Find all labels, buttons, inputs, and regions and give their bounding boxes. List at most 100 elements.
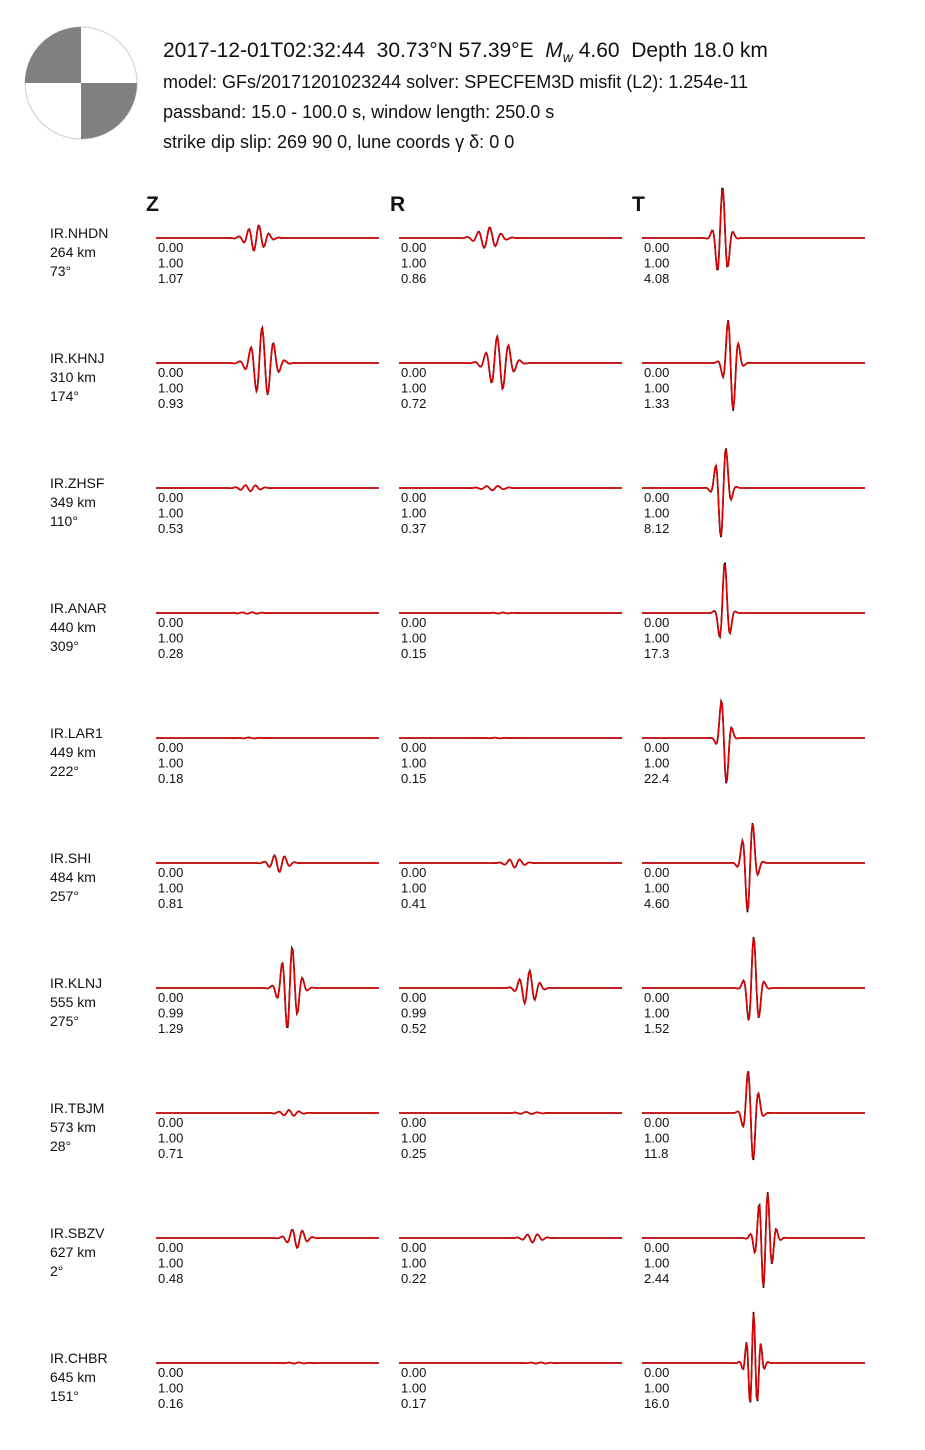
trace-value-label: 0.00 bbox=[158, 615, 183, 630]
trace-value-label: 1.00 bbox=[158, 381, 183, 396]
station-name: IR.ZHSF bbox=[50, 475, 104, 491]
synthetic-trace-r bbox=[399, 227, 622, 249]
station-azimuth: 174° bbox=[50, 388, 79, 404]
synthetic-trace-t bbox=[642, 1193, 865, 1287]
synthetic-trace-z bbox=[156, 326, 379, 395]
trace-value-label: 1.00 bbox=[644, 881, 669, 896]
station-distance: 555 km bbox=[50, 994, 96, 1010]
trace-value-label: 0.22 bbox=[401, 1271, 426, 1286]
trace-value-label: 0.00 bbox=[158, 490, 183, 505]
station-name: IR.SHI bbox=[50, 850, 91, 866]
trace-value-label: 0.00 bbox=[401, 865, 426, 880]
trace-value-label: 8.12 bbox=[644, 521, 669, 536]
station-name: IR.LAR1 bbox=[50, 725, 103, 741]
synthetic-trace-t bbox=[642, 563, 865, 639]
station-name: IR.SBZV bbox=[50, 1225, 105, 1241]
trace-value-label: 0.99 bbox=[158, 1006, 183, 1021]
station-azimuth: 275° bbox=[50, 1013, 79, 1029]
synthetic-trace-r bbox=[399, 858, 622, 869]
observed-trace-t bbox=[642, 698, 865, 784]
trace-value-label: 0.00 bbox=[401, 1115, 426, 1130]
station-name: IR.ANAR bbox=[50, 600, 107, 616]
synthetic-trace-z bbox=[156, 854, 379, 874]
trace-value-label: 1.29 bbox=[158, 1021, 183, 1036]
station-azimuth: 309° bbox=[50, 638, 79, 654]
trace-value-label: 0.00 bbox=[401, 1240, 426, 1255]
observed-trace-t bbox=[642, 187, 865, 271]
trace-value-label: 0.00 bbox=[401, 740, 426, 755]
trace-value-label: 0.00 bbox=[401, 990, 426, 1005]
trace-value-label: 0.00 bbox=[158, 1240, 183, 1255]
observed-trace-t bbox=[642, 448, 865, 538]
station-distance: 310 km bbox=[50, 369, 96, 385]
trace-value-label: 0.00 bbox=[644, 365, 669, 380]
trace-value-label: 0.15 bbox=[401, 646, 426, 661]
trace-value-label: 0.99 bbox=[401, 1006, 426, 1021]
trace-value-label: 1.00 bbox=[401, 256, 426, 271]
station-distance: 484 km bbox=[50, 869, 96, 885]
trace-value-label: 1.00 bbox=[401, 506, 426, 521]
trace-value-label: 11.8 bbox=[644, 1146, 668, 1161]
trace-value-label: 0.00 bbox=[158, 740, 183, 755]
magnitude-subscript: w bbox=[562, 49, 573, 66]
station-distance: 349 km bbox=[50, 494, 96, 510]
trace-value-label: 0.00 bbox=[401, 1365, 426, 1380]
synthetic-trace-r bbox=[399, 1111, 622, 1115]
station-azimuth: 73° bbox=[50, 263, 71, 279]
trace-value-label: 1.52 bbox=[644, 1021, 669, 1036]
trace-value-label: 0.48 bbox=[158, 1271, 183, 1286]
trace-value-label: 1.00 bbox=[644, 1131, 669, 1146]
trace-value-label: 0.00 bbox=[644, 1240, 669, 1255]
synthetic-trace-r bbox=[399, 1361, 622, 1365]
trace-value-label: 0.00 bbox=[644, 240, 669, 255]
magnitude-symbol: M bbox=[545, 39, 563, 62]
trace-value-label: 0.37 bbox=[401, 521, 426, 536]
synthetic-trace-z bbox=[156, 736, 379, 740]
trace-value-label: 0.00 bbox=[644, 865, 669, 880]
trace-value-label: 1.00 bbox=[401, 381, 426, 396]
synthetic-trace-z bbox=[156, 611, 379, 615]
trace-value-label: 0.16 bbox=[158, 1396, 183, 1411]
trace-value-label: 0.00 bbox=[644, 990, 669, 1005]
component-label-r: R bbox=[390, 193, 406, 216]
trace-value-label: 0.15 bbox=[401, 771, 426, 786]
beachball-diagram bbox=[24, 26, 138, 140]
trace-value-label: 1.00 bbox=[401, 1381, 426, 1396]
event-location: 30.73°N 57.39°E bbox=[376, 39, 534, 62]
event-title: 2017-12-01T02:32:44 30.73°N 57.39°E Mw 4… bbox=[163, 39, 768, 65]
trace-value-label: 0.25 bbox=[401, 1146, 426, 1161]
station-azimuth: 257° bbox=[50, 888, 79, 904]
synthetic-trace-z bbox=[156, 1109, 379, 1117]
trace-value-label: 1.00 bbox=[644, 506, 669, 521]
trace-value-label: 1.33 bbox=[644, 396, 669, 411]
observed-trace-t bbox=[642, 1071, 865, 1161]
station-azimuth: 151° bbox=[50, 1388, 79, 1404]
trace-value-label: 1.00 bbox=[158, 1381, 183, 1396]
trace-value-label: 1.07 bbox=[158, 271, 183, 286]
synthetic-trace-t bbox=[642, 1313, 865, 1402]
station-azimuth: 28° bbox=[50, 1138, 71, 1154]
station-azimuth: 110° bbox=[50, 513, 78, 529]
trace-value-label: 0.00 bbox=[401, 490, 426, 505]
origin-time: 2017-12-01T02:32:44 bbox=[163, 39, 365, 62]
trace-value-label: 17.3 bbox=[644, 646, 669, 661]
beachball-compression-quadrant-upper-left bbox=[25, 27, 81, 83]
trace-value-label: 0.00 bbox=[644, 740, 669, 755]
trace-value-label: 1.00 bbox=[158, 1256, 183, 1271]
trace-value-label: 0.00 bbox=[158, 1115, 183, 1130]
trace-value-label: 0.93 bbox=[158, 396, 183, 411]
station-distance: 449 km bbox=[50, 744, 96, 760]
station-azimuth: 222° bbox=[50, 763, 79, 779]
trace-value-label: 1.00 bbox=[401, 756, 426, 771]
trace-value-label: 0.00 bbox=[158, 865, 183, 880]
trace-value-label: 0.17 bbox=[401, 1396, 426, 1411]
trace-value-label: 1.00 bbox=[158, 1131, 183, 1146]
synthetic-trace-r bbox=[399, 736, 622, 740]
component-label-t: T bbox=[632, 193, 645, 216]
station-name: IR.KHNJ bbox=[50, 350, 104, 366]
trace-value-label: 0.71 bbox=[158, 1146, 183, 1161]
trace-value-label: 22.4 bbox=[644, 771, 669, 786]
magnitude-value: 4.60 bbox=[578, 39, 620, 62]
synthetic-trace-t bbox=[642, 449, 865, 536]
